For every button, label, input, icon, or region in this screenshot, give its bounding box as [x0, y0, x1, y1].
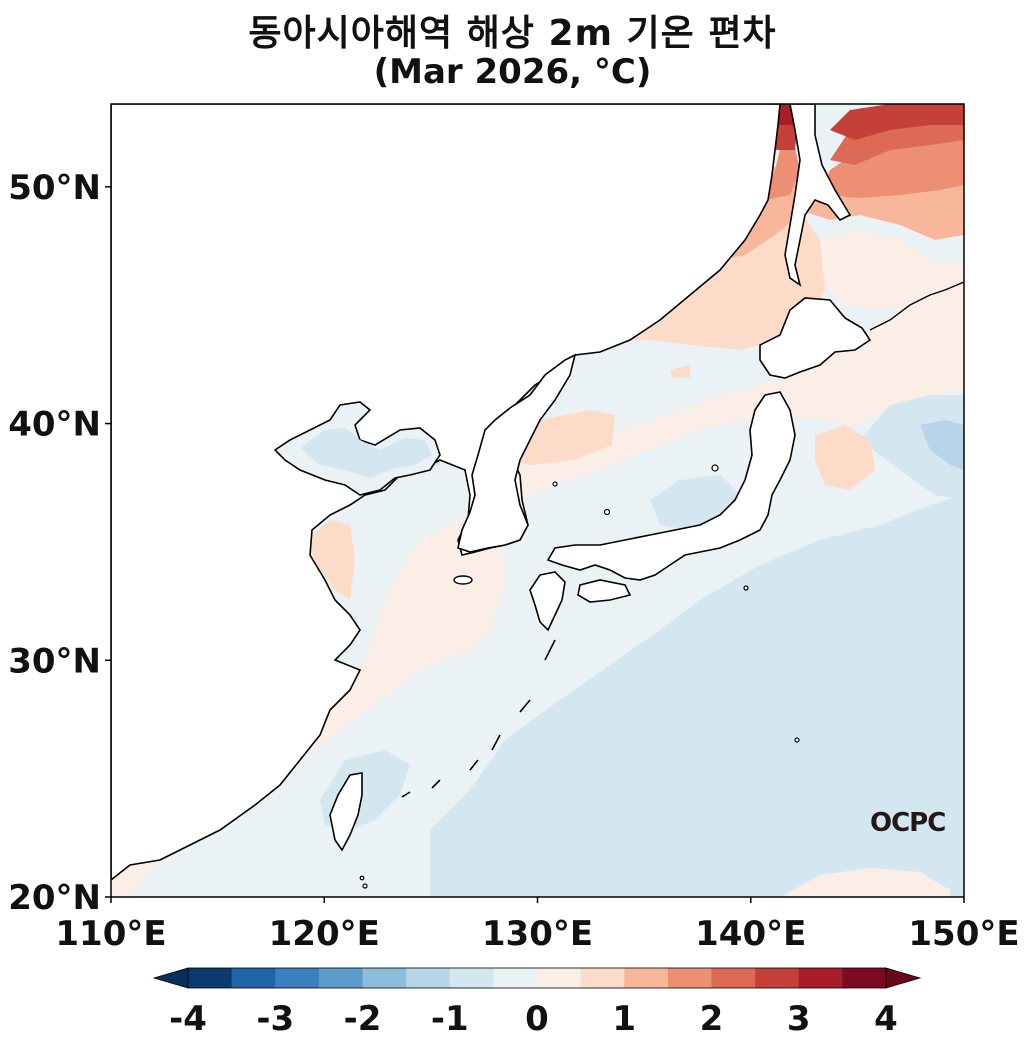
colorbar-bin	[798, 968, 843, 988]
colorbar-tick-label: 4	[874, 999, 898, 1039]
colorbar-over-extension	[885, 967, 922, 989]
warmer-anomaly-yangtze	[305, 520, 355, 600]
small-island-4	[794, 737, 800, 743]
colorbar-tick-label: 0	[525, 999, 549, 1039]
colorbar-bin	[449, 968, 494, 988]
ocpc-logo: OCPC	[870, 808, 946, 838]
colorbar-bin	[231, 968, 276, 988]
colorbar-bin	[275, 968, 320, 988]
warm-anomaly-china-coast	[111, 520, 505, 897]
kuril-arc	[869, 281, 964, 331]
kyushu	[529, 571, 566, 632]
colorbar-tick-label: -3	[256, 999, 294, 1039]
x-tick-label: 110°E	[55, 914, 166, 954]
colorbar-tick-label: 3	[787, 999, 811, 1039]
y-tick-label: 30°N	[8, 641, 101, 681]
y-axis: 50°N 40°N 30°N 20°N	[8, 168, 111, 918]
warm-anomaly-okhotsk-mid	[820, 230, 964, 310]
shikoku	[577, 579, 632, 603]
small-island-5	[743, 585, 749, 591]
colorbar-bin	[842, 968, 887, 988]
colorbar-bin	[580, 968, 625, 988]
hot-anomaly-tatar-north	[765, 148, 800, 200]
colorbar: -4 -3 -2 -1 0 1 2 3 4	[152, 967, 922, 1039]
colorbar-bin	[188, 968, 233, 988]
honshu	[546, 391, 796, 581]
cooler-anomaly-northeast	[920, 420, 964, 470]
x-tick-label: 120°E	[269, 914, 380, 954]
cool-anomaly-region	[430, 495, 964, 897]
hokkaido	[759, 297, 872, 379]
colorbar-under-extension	[152, 967, 189, 989]
colorbar-tick-label: 2	[700, 999, 724, 1039]
y-tick-label: 40°N	[8, 405, 101, 445]
small-island-7	[359, 875, 365, 881]
colorbar-bin	[406, 968, 451, 988]
taiwan	[329, 772, 363, 852]
x-axis: 110°E 120°E 130°E 140°E 150°E	[55, 897, 1020, 954]
x-tick-label: 150°E	[908, 914, 1019, 954]
map-subtitle: (Mar 2026, °C)	[373, 52, 652, 92]
warmer-anomaly-east-of-japan	[815, 425, 875, 490]
colorbar-bin	[493, 968, 538, 988]
ryukyu-islands	[401, 639, 556, 798]
colorbar-bin	[318, 968, 363, 988]
colorbar-frame	[187, 967, 887, 989]
map-title: 동아시아해역 해상 2m 기온 편차	[248, 13, 777, 54]
warm-anomaly-south	[780, 868, 950, 897]
hottest-anomaly-okhotsk	[830, 104, 964, 140]
jeju-island	[453, 575, 473, 585]
y-tick-label: 50°N	[8, 168, 101, 208]
colorbar-bin	[362, 968, 407, 988]
cool-anomaly-northeast	[860, 395, 964, 500]
colorbar-tick-label: -2	[344, 999, 382, 1039]
warmer-anomaly-korea-east	[500, 410, 615, 465]
warmer-anomaly-central-japan-sea	[670, 365, 690, 378]
colorbar-tick-label: 1	[612, 999, 636, 1039]
orange-anomaly-okhotsk	[800, 180, 964, 240]
small-island-2	[603, 508, 611, 516]
anomaly-field	[111, 104, 964, 897]
bohai-sea-cool	[300, 428, 432, 478]
small-island-1	[711, 464, 719, 472]
korean-peninsula	[457, 353, 577, 553]
colorbar-bin	[755, 968, 800, 988]
sakhalin	[784, 104, 852, 287]
small-island-6	[362, 883, 368, 889]
colorbar-bin	[667, 968, 712, 988]
y-tick-label: 20°N	[8, 878, 101, 918]
x-tick-label: 140°E	[695, 914, 806, 954]
colorbar-tick-label: -1	[431, 999, 469, 1039]
cool-anomaly-southeast	[640, 812, 700, 840]
small-island-3	[552, 481, 558, 487]
colorbar-bin	[537, 968, 582, 988]
colorbar-tick-label: -4	[169, 999, 207, 1039]
colorbar-bin	[711, 968, 756, 988]
colorbar-bin	[624, 968, 669, 988]
x-tick-label: 130°E	[482, 914, 593, 954]
